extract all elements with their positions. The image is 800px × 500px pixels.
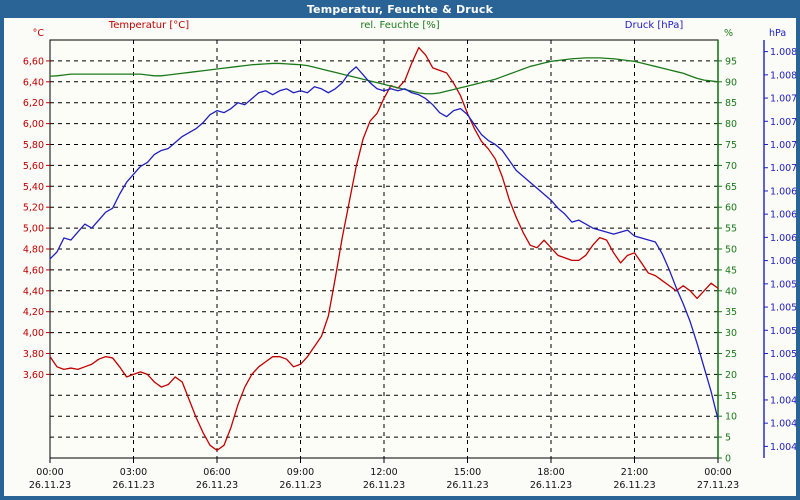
axis-tick-humidity: 50 [725,245,737,256]
axis-tick-humidity: 65 [725,182,737,193]
chart-legend: Temperatur [°C] rel. Feuchte [%] Druck [hP… [4,20,796,34]
axis-tick-temperature: 4,20 [23,307,44,318]
axis-tick-humidity: 80 [725,119,737,130]
axis-tick-pressure: 1.007 [770,163,796,174]
axis-tick-humidity: 10 [725,412,737,423]
axis-tick-pressure: 1.008 [770,70,796,81]
axis-tick-time: 15:00 [454,467,481,478]
legend-item-temperature: Temperatur [°C] [108,20,190,31]
chart-panel: Temperatur [°C] rel. Feuchte [%] Druck [hP… [4,18,796,496]
axis-tick-date: 26.11.23 [279,480,321,491]
axis-tick-pressure: 1.005 [770,303,796,314]
axis-tick-humidity: 40 [725,286,737,297]
series-line-pressure [49,66,719,420]
axis-tick-pressure: 1.007 [770,140,796,151]
axis-tick-date: 26.11.23 [112,480,154,491]
series-line-humidity [49,57,719,95]
axis-tick-temperature: 5,80 [23,140,44,151]
axis-tick-pressure: 1.007 [770,117,796,128]
axis-tick-pressure: 1.006 [770,210,796,221]
axis-tick-temperature: 3,80 [23,349,44,360]
axis-unit-pressure: hPa [769,28,786,39]
axis-tick-pressure: 1.005 [770,279,796,290]
axis-tick-time: 09:00 [287,467,314,478]
axis-tick-humidity: 30 [725,328,737,339]
axis-tick-pressure: 1.008 [770,47,796,58]
axis-tick-time: 18:00 [537,467,564,478]
axis-tick-pressure: 1.006 [770,256,796,267]
axis-tick-date: 26.11.23 [363,480,405,491]
chart-plot: °C 6,60 6,40 6,20 6,00 5,80 5,60 5,40 5,20 5,00 4,… [23,28,796,491]
axis-tick-pressure: 1.004 [770,419,796,430]
axis-tick-time: 21:00 [621,467,648,478]
axis-tick-humidity: 55 [725,224,737,235]
axis-tick-pressure: 1.005 [770,326,796,337]
axis-tick-pressure: 1.007 [770,94,796,105]
axis-tick-date: 27.11.23 [697,480,739,491]
axis-tick-pressure: 1.004 [770,395,796,406]
axis-tick-pressure: 1.006 [770,186,796,197]
axis-tick-pressure: 1.005 [770,349,796,360]
axis-tick-date: 26.11.23 [196,480,238,491]
axis-unit-humidity: % [724,28,733,39]
axis-tick-humidity: 35 [725,307,737,318]
axis-tick-time: 12:00 [370,467,397,478]
axis-tick-temperature: 3,60 [23,370,44,381]
axis-tick-humidity: 90 [725,77,737,88]
axis-tick-temperature: 5,20 [23,203,44,214]
axis-tick-pressure: 1.004 [770,372,796,383]
axis-tick-humidity: 85 [725,98,737,109]
axis-tick-temperature: 6,00 [23,119,44,130]
axis-tick-temperature: 4,00 [23,328,44,339]
axis-tick-time: 03:00 [120,467,147,478]
series-line-temperature [49,46,719,452]
legend-item-pressure: Druck [hPa] [624,20,684,31]
axis-tick-date: 26.11.23 [446,480,488,491]
axis-tick-humidity: 95 [725,56,737,67]
axis-tick-humidity: 25 [725,349,737,360]
axis-tick-humidity: 15 [725,391,737,402]
axis-tick-temperature: 4,40 [23,286,44,297]
axis-tick-temperature: 6,60 [23,56,44,67]
axis-tick-temperature: 4,60 [23,265,44,276]
axis-tick-date: 26.11.23 [613,480,655,491]
window-title: Temperatur, Feuchte & Druck [306,2,494,16]
axis-tick-humidity: 0 [725,454,731,465]
axis-unit-temperature: °C [33,28,45,39]
axis-tick-date: 26.11.23 [29,480,71,491]
axis-tick-time: 00:00 [36,467,63,478]
axis-tick-temperature: 5,60 [23,161,44,172]
axis-tick-humidity: 60 [725,203,737,214]
axis-tick-time: 06:00 [203,467,230,478]
axis-tick-temperature: 4,80 [23,245,44,256]
axis-tick-temperature: 5,00 [23,224,44,235]
axis-tick-humidity: 45 [725,265,737,276]
axis-tick-time: 00:00 [704,467,731,478]
axis-tick-pressure: 1.006 [770,233,796,244]
axis-tick-humidity: 70 [725,161,737,172]
axis-tick-humidity: 5 [725,433,731,444]
axis-tick-temperature: 6,20 [23,98,44,109]
axis-tick-humidity: 75 [725,140,737,151]
window-title-bar: Temperatur, Feuchte & Druck [0,0,800,18]
axis-tick-pressure: 1.004 [770,442,796,453]
axis-tick-temperature: 5,40 [23,182,44,193]
legend-item-humidity: rel. Feuchte [%] [360,20,440,31]
axis-tick-temperature: 6,40 [23,77,44,88]
axis-tick-humidity: 20 [725,370,737,381]
axis-tick-date: 26.11.23 [530,480,572,491]
